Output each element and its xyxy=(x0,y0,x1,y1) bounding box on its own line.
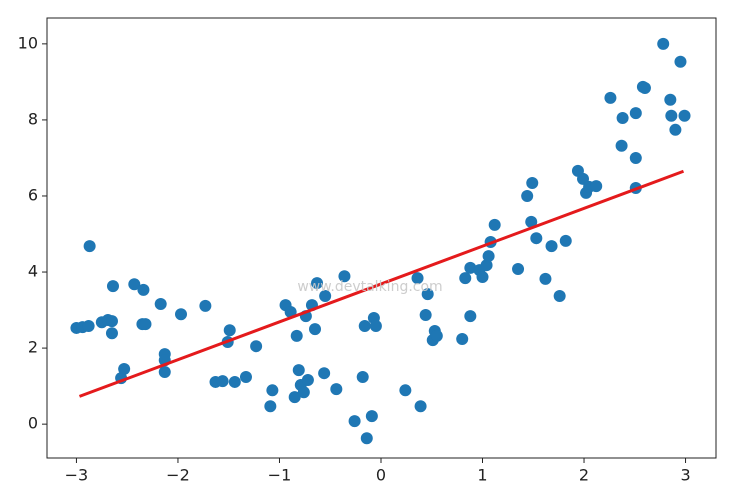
watermark: www.devtalking.com xyxy=(297,279,442,295)
point xyxy=(399,384,412,397)
x-tick-label: 3 xyxy=(680,466,690,485)
point xyxy=(118,363,131,376)
point xyxy=(358,320,371,333)
point xyxy=(175,308,188,321)
point xyxy=(525,215,538,228)
point xyxy=(250,340,263,353)
point xyxy=(638,81,651,94)
x-tick-label: −2 xyxy=(166,466,190,485)
point xyxy=(665,109,678,122)
point xyxy=(530,232,543,245)
point xyxy=(266,384,279,397)
point xyxy=(128,278,141,291)
point xyxy=(82,320,95,333)
point xyxy=(348,415,361,428)
point xyxy=(290,329,303,342)
point xyxy=(456,332,469,345)
point xyxy=(83,240,96,253)
point xyxy=(476,270,489,283)
point xyxy=(369,320,382,333)
point xyxy=(664,93,677,106)
point xyxy=(105,315,118,328)
point xyxy=(464,261,477,274)
y-tick-label: 2 xyxy=(28,338,38,357)
point xyxy=(526,177,539,190)
point xyxy=(616,112,629,125)
x-tick-label: 2 xyxy=(579,466,589,485)
point xyxy=(199,299,212,312)
point xyxy=(553,289,566,302)
point xyxy=(559,234,572,247)
point xyxy=(669,123,682,136)
point xyxy=(421,288,434,301)
point xyxy=(264,400,277,413)
point xyxy=(590,180,603,193)
point xyxy=(539,272,552,285)
point xyxy=(288,391,301,404)
point xyxy=(330,383,343,396)
point xyxy=(414,400,427,413)
point xyxy=(137,283,150,296)
point xyxy=(338,270,351,283)
point xyxy=(545,240,558,253)
point xyxy=(311,277,324,290)
point xyxy=(216,375,229,388)
point xyxy=(430,329,443,342)
point xyxy=(309,323,322,336)
x-tick-label: 1 xyxy=(477,466,487,485)
point xyxy=(223,324,236,337)
point xyxy=(482,250,495,263)
y-tick-label: 6 xyxy=(28,185,38,204)
point xyxy=(480,259,493,272)
point xyxy=(301,374,314,387)
point xyxy=(158,366,171,379)
point xyxy=(105,327,118,340)
x-tick-label: −3 xyxy=(65,466,89,485)
point xyxy=(360,432,373,445)
point xyxy=(284,305,297,318)
point xyxy=(292,364,305,377)
point xyxy=(356,370,369,383)
point xyxy=(318,367,331,380)
point xyxy=(464,310,477,323)
point xyxy=(106,280,119,293)
point xyxy=(629,151,642,164)
x-tick-label: 0 xyxy=(376,466,386,485)
y-tick-label: 4 xyxy=(28,262,38,281)
x-tick-label: −1 xyxy=(268,466,292,485)
point xyxy=(615,139,628,152)
point xyxy=(319,289,332,302)
point xyxy=(154,297,167,310)
point xyxy=(657,37,670,50)
point xyxy=(629,107,642,120)
y-tick-label: 8 xyxy=(28,109,38,128)
point xyxy=(139,318,152,331)
plot-frame xyxy=(46,17,717,459)
point xyxy=(521,189,534,202)
point xyxy=(239,370,252,383)
point xyxy=(419,309,432,322)
point xyxy=(297,386,310,399)
point xyxy=(604,91,617,104)
point xyxy=(512,262,525,275)
point xyxy=(411,272,424,285)
y-tick-label: 10 xyxy=(18,33,38,52)
point xyxy=(365,410,378,423)
fit-line xyxy=(78,169,685,398)
point xyxy=(488,218,501,231)
point xyxy=(228,375,241,388)
y-tick-label: 0 xyxy=(28,414,38,433)
point xyxy=(678,109,691,122)
point xyxy=(459,272,472,285)
point xyxy=(674,55,687,68)
